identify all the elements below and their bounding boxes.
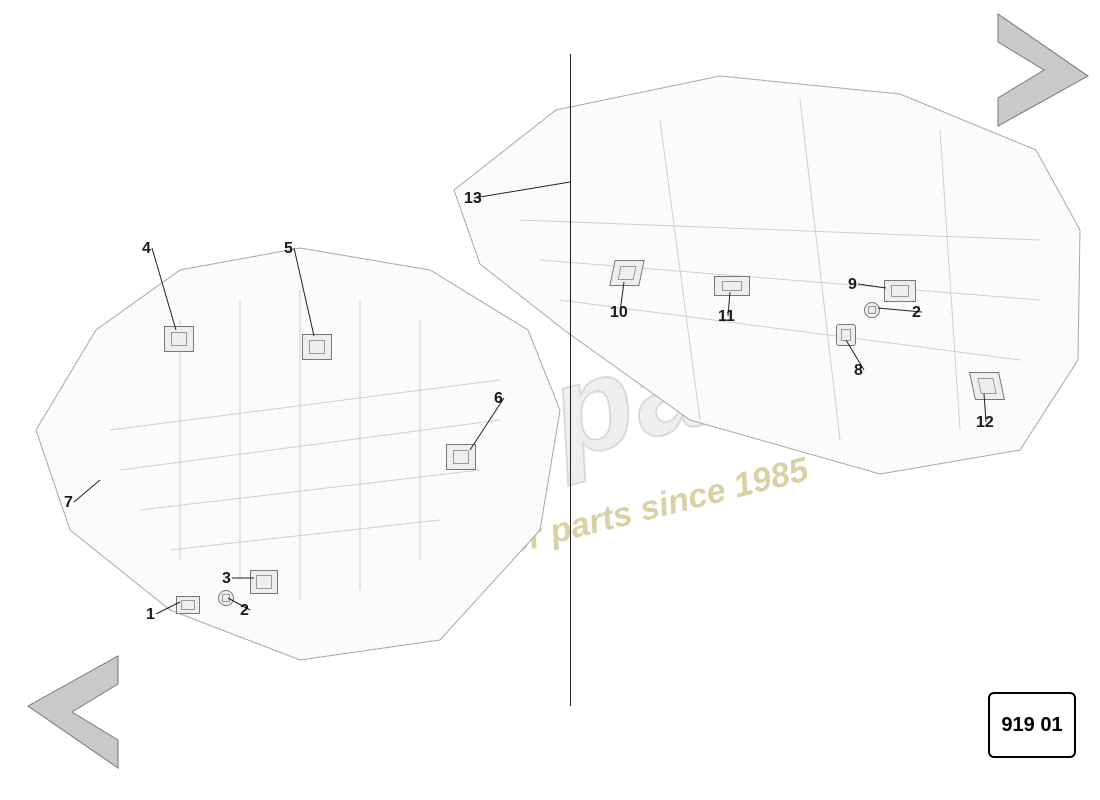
callout-9: 9 [848, 276, 857, 294]
callout-11: 11 [718, 308, 735, 326]
callout-13: 13 [464, 190, 482, 208]
callout-1: 1 [146, 606, 155, 624]
callout-3: 3 [222, 570, 231, 588]
callout-7: 7 [64, 494, 73, 512]
diagram-reference-box: 919 01 [988, 692, 1076, 758]
leader-lines [0, 0, 1100, 800]
callout-12: 12 [976, 414, 994, 432]
callout-6: 6 [494, 390, 503, 408]
callout-4: 4 [142, 240, 151, 258]
callout-10: 10 [610, 304, 628, 322]
callout-2: 2 [240, 602, 249, 620]
callout-2: 2 [912, 304, 921, 322]
callout-5: 5 [284, 240, 293, 258]
diagram-reference-code: 919 01 [1001, 714, 1062, 737]
callout-8: 8 [854, 362, 863, 380]
diagram-canvas: { "diagram": { "ref_code": "919 01", "wa… [0, 0, 1100, 800]
